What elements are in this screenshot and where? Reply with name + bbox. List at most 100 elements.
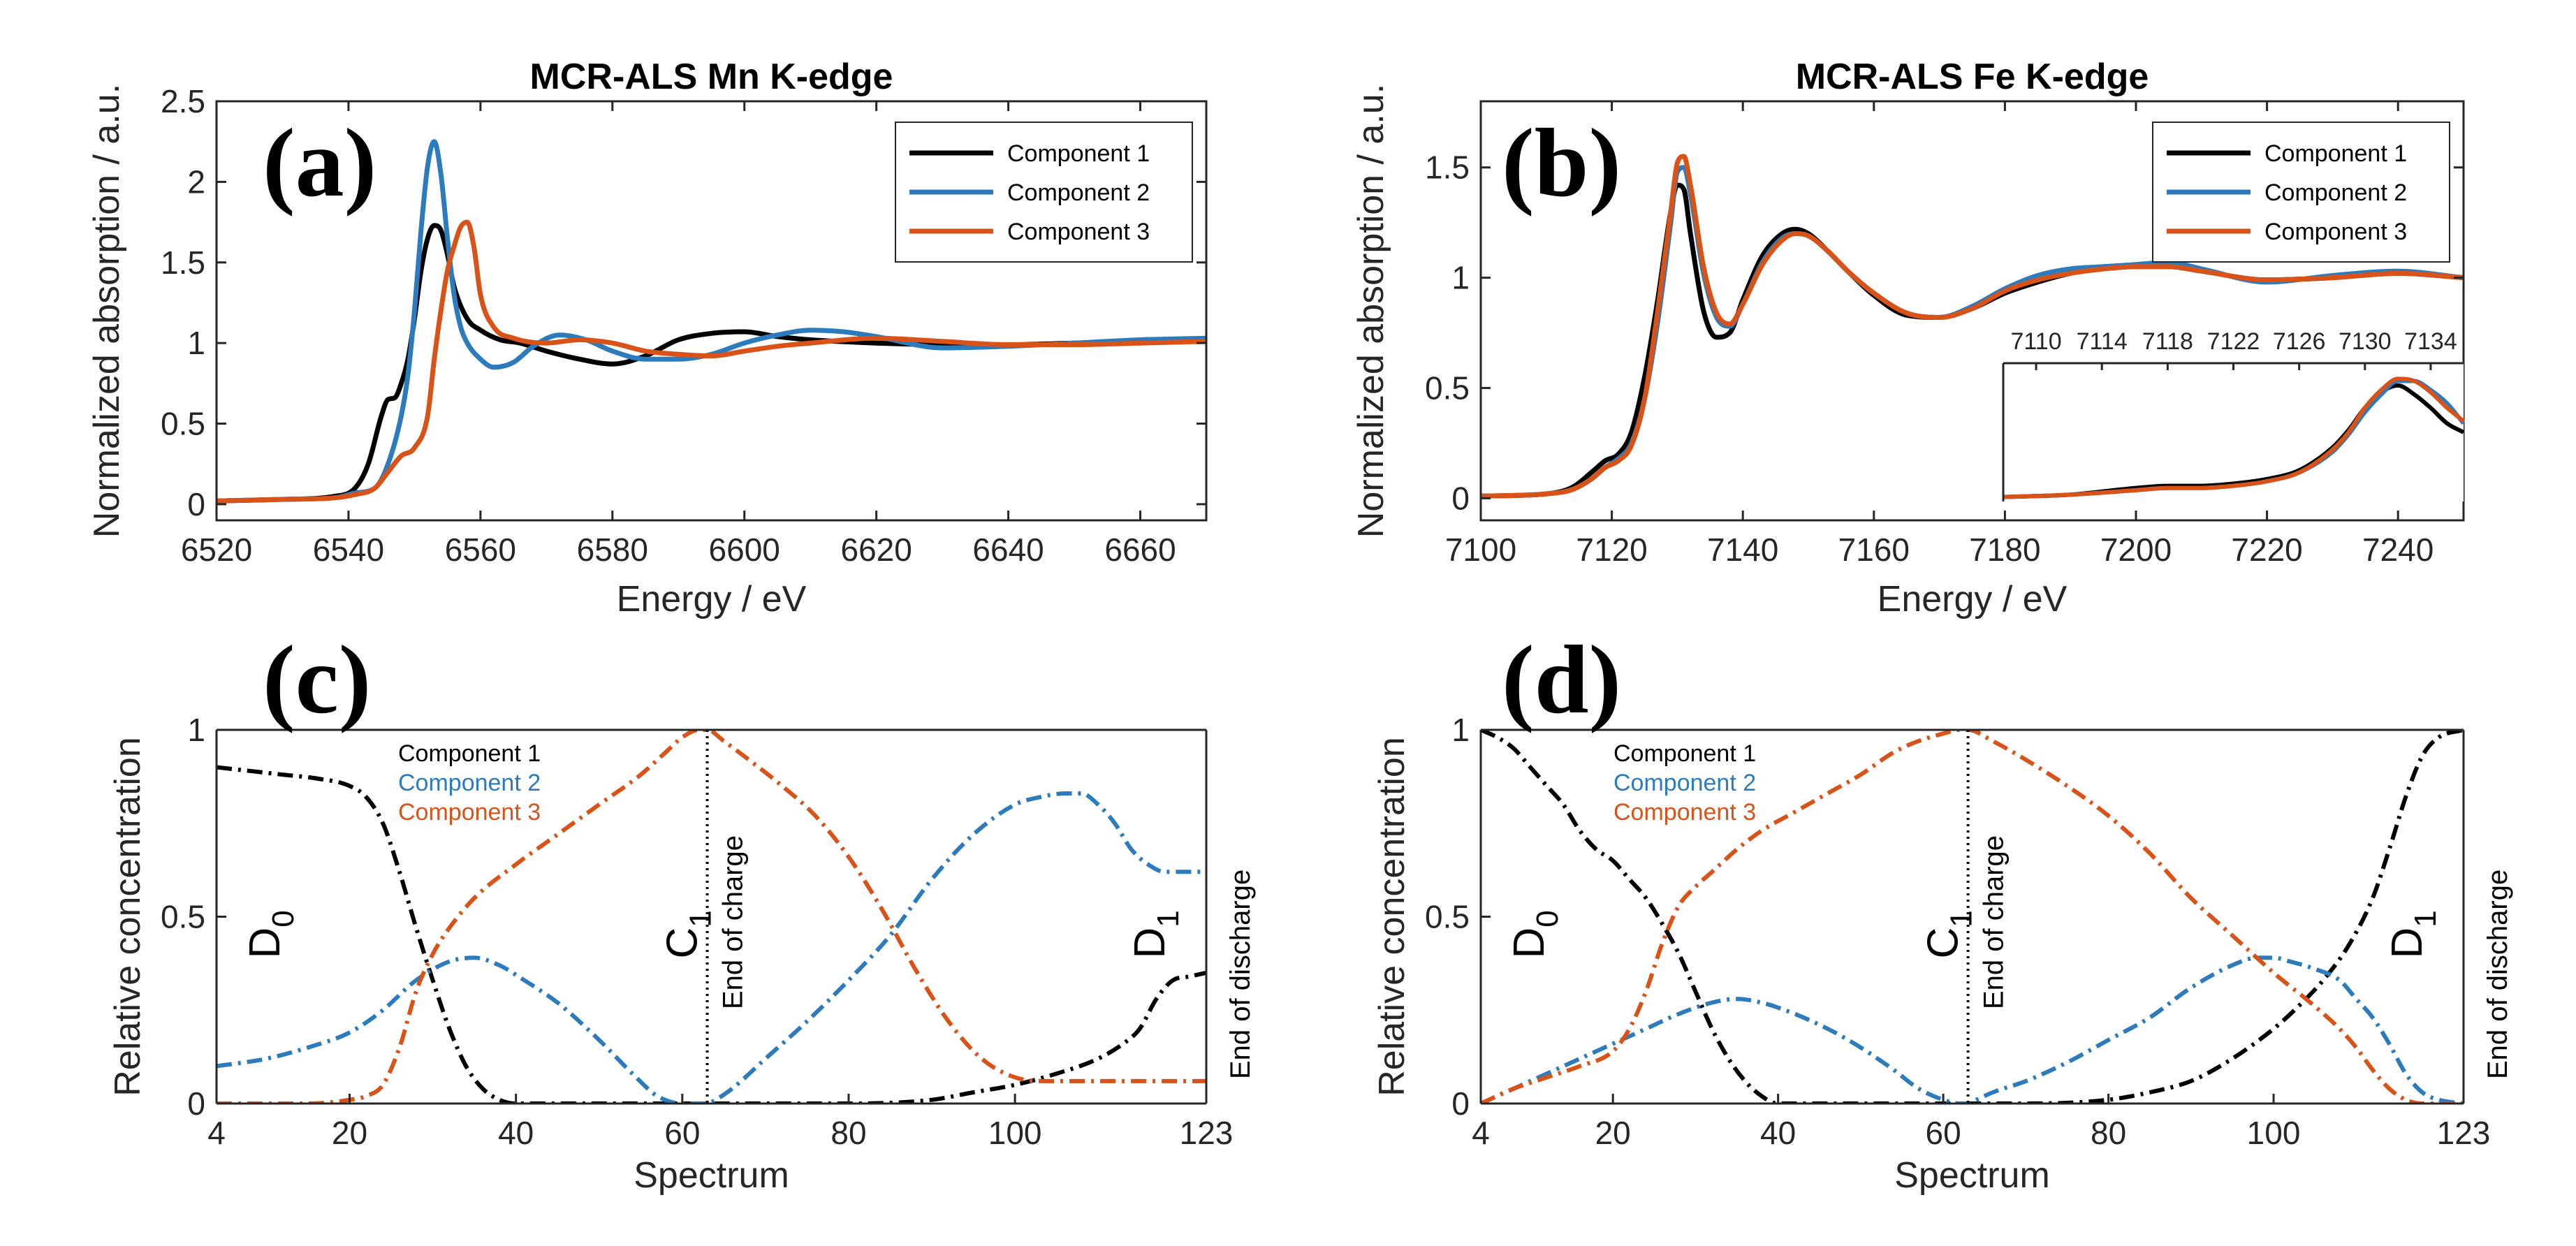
label-d0-main: D [1505,928,1553,959]
x-tick-label: 40 [498,1115,534,1151]
label-d0: D0 [1505,910,1565,958]
y-tick-label: 1.5 [1425,149,1470,186]
inset-x-tick-label: 7126 [2273,328,2326,355]
label-d1-main: D [1126,928,1174,959]
x-tick-label: 6620 [840,532,912,568]
y-axis-title: Relative concentration [1372,737,1412,1097]
plot-title: MCR-ALS Mn K-edge [530,57,893,97]
plot-title: MCR-ALS Fe K-edge [1796,57,2149,97]
panel-c: 4 20 40 60 80 100 123 0 0.5 1 Spectrum Relative con… [108,626,1256,1196]
legend-label: Component 1 [1613,740,1756,767]
x-tick-label: 123 [1180,1115,1234,1151]
y-tick-label: 0 [1451,1085,1470,1122]
x-tick-label: 80 [2091,1115,2126,1151]
x-tick-label: 6520 [181,532,252,568]
label-c1-main: C [659,928,707,959]
legend-label: Component 1 [398,740,541,767]
y-tick-label: 2 [187,163,205,200]
x-tick-label: 6640 [972,532,1044,568]
series-line-1 [217,223,1206,504]
inset-series-line-3 [2003,376,2465,499]
label-c1-main: C [1919,928,1968,959]
series-line-2 [1481,955,2464,1104]
legend-label: Component 3 [2264,219,2407,245]
label-c1-sub: 1 [684,910,718,927]
legend-label: Component 2 [1613,770,1756,796]
y-tick-label: 0 [1451,480,1470,516]
inset-x-tick-label: 7134 [2404,328,2457,355]
panel-label: (d) [1502,626,1621,734]
x-tick-label: 7240 [2362,532,2434,568]
panel-b: 7100 7120 7140 7160 7180 7200 7220 7240 0 0.5 1 1.5… [1351,57,2466,620]
x-tick-label: 6660 [1104,532,1176,568]
panel-label: (b) [1502,109,1621,217]
panel-label: (a) [263,109,376,217]
x-tick-label: 20 [1595,1115,1631,1151]
y-tick-label: 1 [1451,712,1470,748]
series-line-3 [1481,154,2464,499]
x-tick-label: 6580 [577,532,648,568]
label-d1: D1 [2383,910,2443,958]
legend-label: Component 2 [2264,179,2407,206]
end-of-charge-label: End of charge [1979,835,2010,1009]
x-tick-label: 6560 [445,532,516,568]
end-of-discharge-label: End of discharge [2482,870,2513,1079]
legend-label: Component 1 [2264,140,2407,167]
y-axis-title: Normalized absorption / a.u. [87,84,127,538]
x-tick-label: 7200 [2100,532,2172,568]
x-tick-label: 7160 [1838,532,1910,568]
panel-label: (c) [263,626,371,734]
label-d1-sub: 1 [2408,910,2443,927]
y-tick-label: 1 [187,712,205,748]
legend-label: Component 2 [1007,179,1150,206]
label-d0: D0 [241,910,300,958]
label-d0-sub: 0 [266,910,300,927]
x-tick-label: 7140 [1707,532,1778,568]
x-tick-label: 80 [830,1115,866,1151]
y-tick-label: 2.5 [161,83,205,119]
series-line-3 [217,219,1206,504]
label-d0-sub: 0 [1530,910,1565,927]
x-tick-label: 40 [1760,1115,1796,1151]
x-tick-label: 6540 [313,532,384,568]
x-tick-label: 6600 [709,532,780,568]
x-tick-label: 100 [2247,1115,2301,1151]
label-c1: C1 [659,910,718,958]
series-line-2 [217,791,1206,1104]
y-tick-label: 0.5 [1425,899,1470,935]
series-line-2 [217,139,1206,504]
label-d0-main: D [241,928,289,959]
inset-x-tick-label: 7122 [2207,328,2260,355]
x-tick-label: 60 [1926,1115,1961,1151]
inset: 7110 7114 7118 7122 7126 7130 7134 [2002,328,2466,501]
x-tick-label: 7180 [1969,532,2040,568]
axes-box [1479,100,2465,522]
y-tick-label: 1 [187,325,205,361]
x-tick-label: 7100 [1445,532,1516,568]
label-c1: C1 [1919,910,1979,958]
series-line-3 [217,730,1206,1104]
x-tick-label: 100 [988,1115,1042,1151]
x-tick-label: 20 [332,1115,367,1151]
end-of-discharge-label: End of discharge [1225,870,1256,1079]
inset-x-tick-label: 7118 [2142,328,2193,355]
label-c1-sub: 1 [1945,910,1979,927]
label-d1: D1 [1126,910,1185,958]
series-line-1 [1481,730,2464,1104]
x-tick-label: 4 [207,1115,226,1151]
legend-label: Component 2 [398,770,541,796]
x-axis-title: Spectrum [634,1155,789,1196]
y-tick-label: 0.5 [1425,370,1470,406]
legend-label: Component 3 [1007,219,1150,245]
legend-label: Component 1 [1007,140,1150,167]
y-tick-label: 0 [187,1085,205,1122]
y-tick-label: 0 [187,486,205,522]
series-line-1 [217,765,1206,1104]
x-tick-label: 123 [2437,1115,2491,1151]
inset-x-tick-label: 7110 [2011,328,2062,355]
x-tick-label: 7220 [2231,532,2302,568]
x-axis-title: Spectrum [1894,1155,2050,1196]
x-axis-title: Energy / eV [617,579,807,620]
x-tick-label: 4 [1472,1115,1490,1151]
